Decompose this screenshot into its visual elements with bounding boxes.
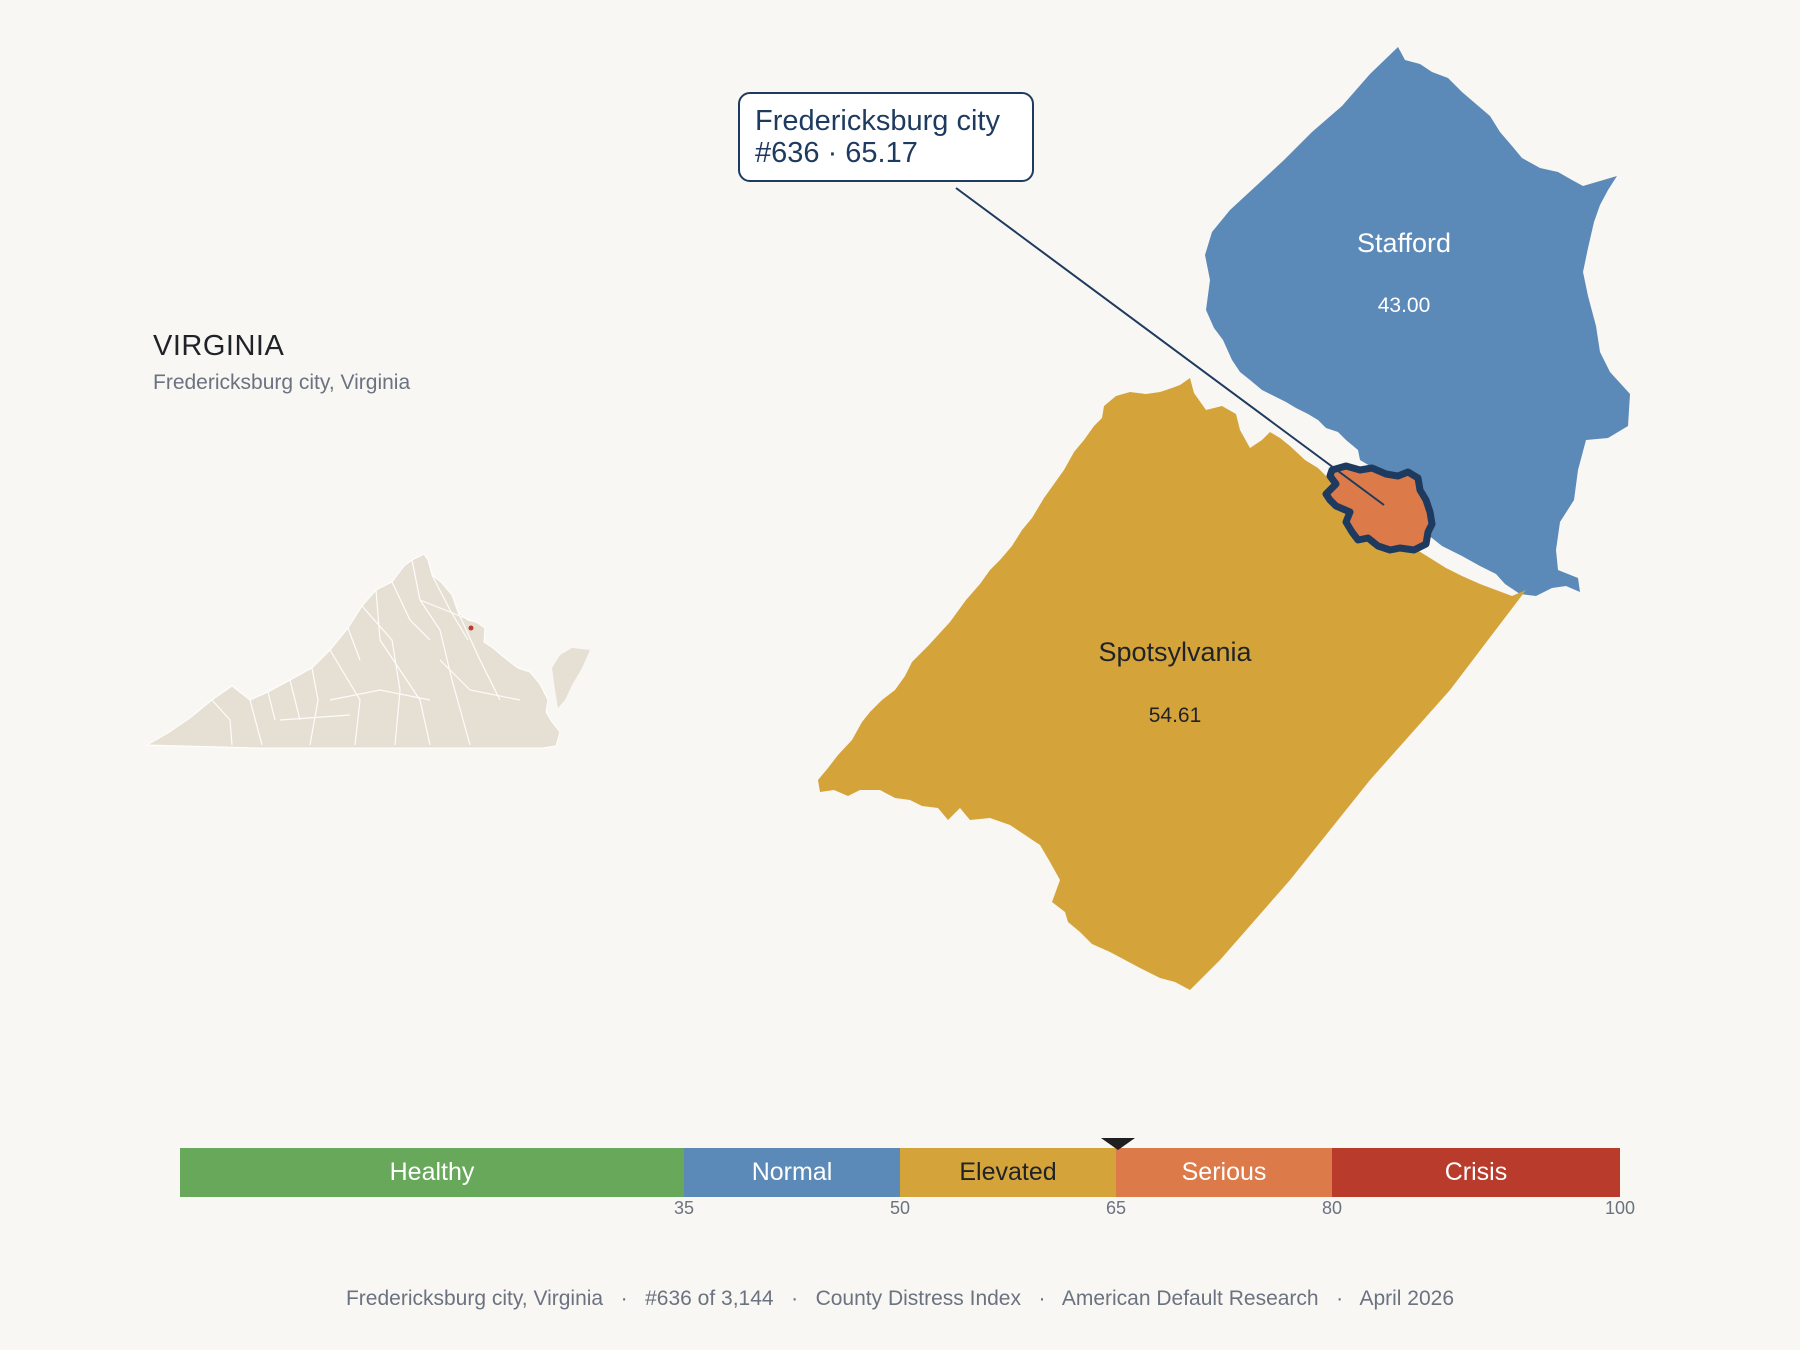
virginia-state-shape [145, 553, 561, 749]
callout-rank-score: #636 · 65.17 [755, 137, 918, 169]
region-fredericksburg-city[interactable] [1322, 462, 1436, 554]
scale-position-marker [1101, 1138, 1136, 1150]
scale-segment-crisis: Crisis [1332, 1148, 1620, 1197]
callout-box: Fredericksburg city #636 · 65.17 [738, 92, 1034, 182]
scale-tick-80: 80 [1321, 1198, 1343, 1218]
callout-leader-line [955, 187, 1385, 506]
region-label-spotsylvania: Spotsylvania [1098, 637, 1252, 667]
region-label-stafford: Stafford [1357, 228, 1451, 258]
scale-label-normal: Normal [751, 1158, 833, 1186]
inset-location-marker [468, 625, 474, 631]
scale-segment-normal: Normal [684, 1148, 900, 1197]
region-value-stafford: 43.00 [1378, 294, 1431, 317]
scale-label-crisis: Crisis [1444, 1158, 1508, 1186]
state-title: VIRGINIA [153, 330, 285, 362]
scale-segment-healthy: Healthy [180, 1148, 684, 1197]
inset-county-lines [211, 559, 521, 746]
scale-tick-50: 50 [889, 1198, 911, 1218]
region-value-spotsylvania: 54.61 [1149, 704, 1202, 727]
scale-label-serious: Serious [1181, 1158, 1267, 1186]
inset-eastern-shore [552, 648, 590, 708]
scale-tick-100: 100 [1604, 1198, 1636, 1218]
scale-tick-35: 35 [673, 1198, 695, 1218]
scale-label-elevated: Elevated [959, 1158, 1057, 1186]
virginia-inset-map [145, 553, 590, 749]
scale-tick-65: 65 [1105, 1198, 1127, 1218]
scale-segment-elevated: Elevated [900, 1148, 1116, 1197]
scale-segment-serious: Serious [1116, 1148, 1332, 1197]
callout-title: Fredericksburg city [755, 105, 1000, 137]
scale-label-healthy: Healthy [389, 1158, 475, 1186]
footer-caption: Fredericksburg city, Virginia · #636 of … [345, 1287, 1455, 1310]
state-subtitle: Fredericksburg city, Virginia [153, 371, 411, 394]
region-stafford[interactable] [1205, 47, 1630, 596]
